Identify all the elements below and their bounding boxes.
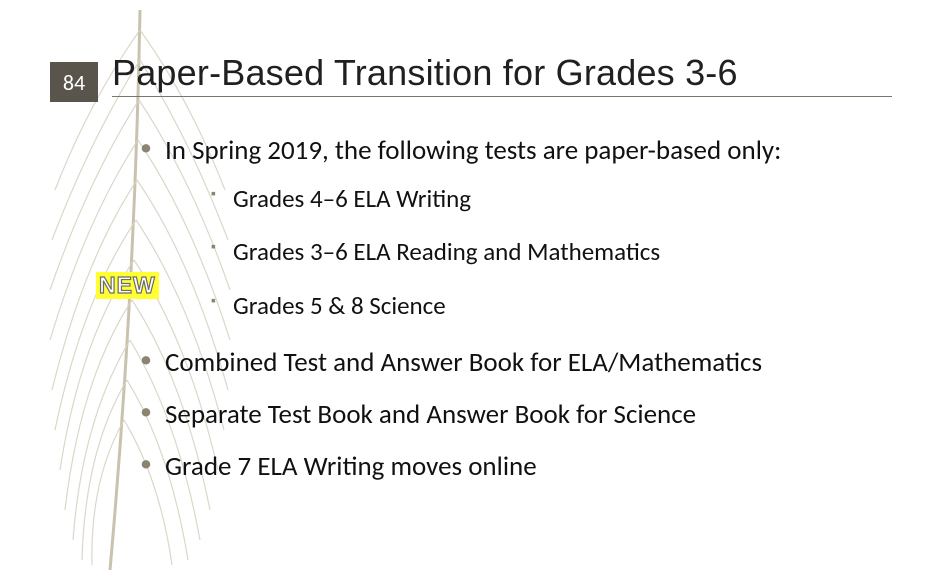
- sub-bullet-item: Grades 3–6 ELA Reading and Mathematics: [165, 233, 915, 271]
- content-area: In Spring 2019, the following tests are …: [135, 128, 915, 496]
- bullet-item: Combined Test and Answer Book for ELA/Ma…: [135, 340, 915, 386]
- bullet-item: Grade 7 ELA Writing moves online: [135, 444, 915, 490]
- new-badge: NEW: [96, 272, 159, 299]
- bullet-text: Separate Test Book and Answer Book for S…: [165, 398, 696, 431]
- bullet-text: In Spring 2019, the following tests are …: [165, 134, 781, 167]
- sub-bullet-text: Grades 4–6 ELA Writing: [233, 183, 471, 214]
- slide-number: 84: [50, 62, 98, 102]
- sub-bullet-text: Grades 3–6 ELA Reading and Mathematics: [233, 236, 660, 267]
- sub-bullet-text: Grades 5 & 8 Science: [233, 290, 446, 321]
- bullet-item: Separate Test Book and Answer Book for S…: [135, 392, 915, 438]
- sub-bullet-item: Grades 5 & 8 Science: [165, 287, 915, 325]
- sub-bullet-item: Grades 4–6 ELA Writing: [165, 180, 915, 218]
- bullet-text: Grade 7 ELA Writing moves online: [165, 450, 537, 483]
- bullet-text: Combined Test and Answer Book for ELA/Ma…: [165, 346, 762, 379]
- page-title: Paper-Based Transition for Grades 3-6: [112, 52, 892, 97]
- bullet-item: In Spring 2019, the following tests are …: [135, 128, 915, 324]
